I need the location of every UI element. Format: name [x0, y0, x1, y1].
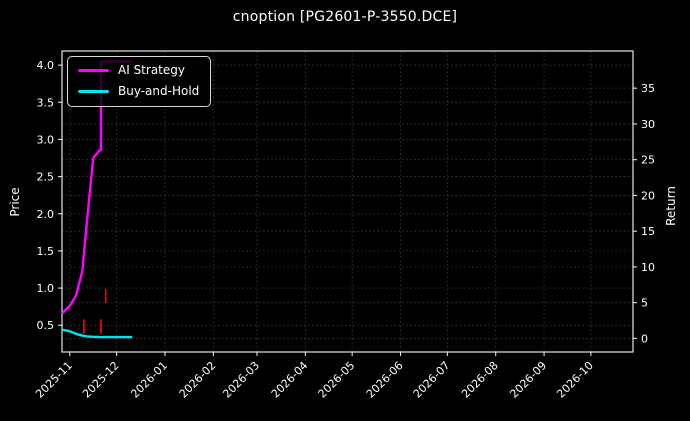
x-tick-label: 2026-08 [459, 359, 501, 401]
y-left-tick-label: 1.0 [37, 282, 55, 295]
y-left-tick-label: 3.0 [37, 133, 55, 146]
legend-swatch-buy-and-hold [78, 90, 109, 93]
chart-title: cnoption [PG2601-P-3550.DCE] [232, 9, 458, 25]
x-tick-label: 2026-06 [364, 359, 406, 401]
legend-swatch-ai-strategy [78, 69, 109, 72]
y-left-tick-label: 2.5 [37, 171, 55, 184]
y-right-tick-label: 20 [641, 189, 655, 202]
x-tick-label: 2025-12 [80, 359, 122, 401]
y-right-tick-label: 0 [641, 332, 648, 345]
x-tick-label: 2026-03 [220, 359, 262, 401]
y-left-tick-label: 0.5 [37, 319, 55, 332]
y-right-tick-label: 15 [641, 225, 655, 238]
y-left-tick-label: 2.0 [37, 208, 55, 221]
x-tick-label: 2026-05 [316, 359, 358, 401]
y-left-axis-label: Price [8, 187, 22, 217]
y-right-axis-label: Return [664, 186, 678, 226]
x-tick-label: 2026-10 [554, 359, 596, 401]
y-left-tick-label: 3.5 [37, 96, 55, 109]
x-tick-label: 2026-02 [177, 359, 219, 401]
legend: AI Strategy Buy-and-Hold [67, 56, 212, 107]
y-right-tick-label: 25 [641, 154, 655, 167]
x-tick-label: 2026-09 [507, 359, 549, 401]
y-left-tick-label: 4.0 [37, 59, 55, 72]
y-left-tick-label: 1.5 [37, 245, 55, 258]
x-tick-label: 2026-07 [411, 359, 453, 401]
x-tick-label: 2026-04 [269, 359, 311, 401]
x-tick-label: 2025-11 [33, 359, 75, 401]
legend-item-ai-strategy: AI Strategy [78, 63, 199, 78]
y-right-tick-label: 30 [641, 118, 655, 131]
legend-label-buy-and-hold: Buy-and-Hold [118, 84, 200, 98]
x-tick-label: 2026-01 [128, 359, 170, 401]
y-right-tick-label: 5 [641, 297, 648, 310]
y-right-tick-label: 35 [641, 82, 655, 95]
legend-label-ai-strategy: AI Strategy [118, 63, 185, 77]
y-right-tick-label: 10 [641, 261, 655, 274]
legend-item-buy-and-hold: Buy-and-Hold [78, 84, 199, 99]
ai-strategy-line [61, 60, 133, 315]
buy-and-hold-line [61, 328, 133, 339]
plot-border [61, 50, 634, 353]
